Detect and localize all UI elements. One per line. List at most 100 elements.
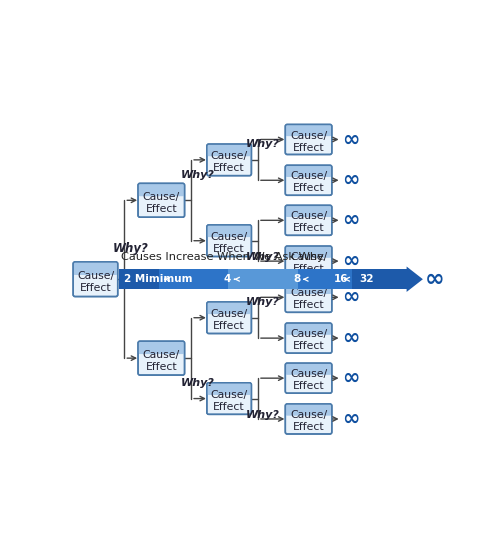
FancyBboxPatch shape — [286, 363, 332, 393]
Text: Cause/
Effect: Cause/ Effect — [143, 192, 180, 214]
Text: Cause/
Effect: Cause/ Effect — [290, 369, 327, 392]
Bar — [210, 305, 248, 312]
FancyBboxPatch shape — [286, 364, 333, 394]
FancyBboxPatch shape — [138, 342, 185, 376]
Bar — [289, 326, 329, 333]
Bar — [289, 168, 329, 175]
Text: ∞: ∞ — [342, 287, 359, 307]
Text: Why?: Why? — [246, 296, 279, 307]
FancyBboxPatch shape — [286, 282, 332, 312]
FancyBboxPatch shape — [286, 247, 333, 277]
FancyBboxPatch shape — [286, 205, 332, 217]
Bar — [289, 127, 329, 134]
Text: Cause/
Effect: Cause/ Effect — [210, 390, 248, 412]
Text: 32: 32 — [359, 274, 374, 284]
Text: ∞: ∞ — [342, 251, 359, 271]
Text: Why?: Why? — [246, 252, 279, 262]
FancyBboxPatch shape — [207, 225, 252, 237]
Text: ∞: ∞ — [425, 267, 445, 291]
FancyBboxPatch shape — [286, 165, 332, 177]
FancyBboxPatch shape — [73, 262, 118, 296]
Text: Cause/
Effect: Cause/ Effect — [143, 350, 180, 371]
FancyBboxPatch shape — [208, 302, 252, 334]
Text: 2 Mimimum: 2 Mimimum — [124, 274, 192, 284]
Text: Cause/
Effect: Cause/ Effect — [210, 309, 248, 331]
FancyBboxPatch shape — [286, 124, 332, 154]
Bar — [289, 366, 329, 373]
Bar — [289, 285, 329, 292]
Text: ∞: ∞ — [342, 409, 359, 429]
Text: Cause/
Effect: Cause/ Effect — [77, 270, 114, 293]
FancyBboxPatch shape — [286, 246, 332, 258]
FancyBboxPatch shape — [286, 246, 332, 276]
Text: Why?: Why? — [180, 171, 214, 180]
Text: 4: 4 — [224, 274, 231, 284]
Bar — [298, 269, 352, 289]
FancyBboxPatch shape — [208, 383, 252, 415]
FancyBboxPatch shape — [138, 184, 184, 217]
FancyBboxPatch shape — [286, 404, 332, 415]
Bar — [289, 249, 329, 256]
Text: Cause/
Effect: Cause/ Effect — [290, 288, 327, 311]
FancyBboxPatch shape — [207, 144, 252, 175]
Bar — [228, 269, 298, 289]
Text: Why?: Why? — [246, 138, 279, 149]
FancyBboxPatch shape — [286, 405, 333, 434]
FancyBboxPatch shape — [286, 124, 332, 136]
Text: Cause/
Effect: Cause/ Effect — [290, 211, 327, 233]
Bar — [142, 344, 181, 352]
FancyBboxPatch shape — [208, 225, 252, 257]
Text: Why?: Why? — [246, 410, 279, 420]
Bar — [210, 228, 248, 235]
FancyBboxPatch shape — [286, 404, 332, 434]
Bar — [289, 407, 329, 414]
Text: ∞: ∞ — [342, 171, 359, 190]
Bar — [119, 269, 158, 289]
Bar — [210, 386, 248, 393]
Text: 8: 8 — [294, 274, 300, 284]
Bar — [142, 186, 181, 194]
FancyBboxPatch shape — [138, 341, 184, 375]
Text: Why?: Why? — [180, 378, 214, 388]
Text: 16: 16 — [334, 274, 348, 284]
FancyBboxPatch shape — [138, 184, 185, 218]
Text: Why?: Why? — [112, 242, 148, 255]
Polygon shape — [406, 267, 423, 292]
Bar — [158, 269, 228, 289]
Text: ∞: ∞ — [342, 129, 359, 149]
Text: Causes Increase When We Ask Why.: Causes Increase When We Ask Why. — [121, 252, 326, 262]
FancyBboxPatch shape — [73, 262, 118, 275]
FancyBboxPatch shape — [207, 302, 252, 333]
Text: Cause/
Effect: Cause/ Effect — [210, 151, 248, 173]
Text: Cause/
Effect: Cause/ Effect — [290, 130, 327, 153]
Text: Cause/
Effect: Cause/ Effect — [290, 329, 327, 351]
FancyBboxPatch shape — [286, 323, 332, 353]
FancyBboxPatch shape — [286, 165, 332, 195]
FancyBboxPatch shape — [286, 206, 333, 236]
Text: Cause/
Effect: Cause/ Effect — [290, 172, 327, 193]
FancyBboxPatch shape — [286, 363, 332, 375]
Bar — [352, 269, 406, 289]
Text: ∞: ∞ — [342, 368, 359, 388]
FancyBboxPatch shape — [138, 184, 184, 196]
FancyBboxPatch shape — [286, 324, 333, 353]
Text: Cause/
Effect: Cause/ Effect — [290, 410, 327, 432]
Text: ∞: ∞ — [342, 210, 359, 230]
Bar — [289, 208, 329, 215]
Text: Cause/
Effect: Cause/ Effect — [290, 252, 327, 274]
FancyBboxPatch shape — [286, 283, 333, 313]
Text: ∞: ∞ — [342, 328, 359, 348]
FancyBboxPatch shape — [138, 341, 184, 354]
Bar — [210, 147, 248, 154]
FancyBboxPatch shape — [286, 166, 333, 196]
FancyBboxPatch shape — [286, 125, 333, 155]
FancyBboxPatch shape — [207, 383, 252, 395]
Text: Cause/
Effect: Cause/ Effect — [210, 232, 248, 254]
FancyBboxPatch shape — [207, 383, 252, 414]
FancyBboxPatch shape — [286, 323, 332, 335]
FancyBboxPatch shape — [207, 302, 252, 314]
FancyBboxPatch shape — [207, 225, 252, 256]
FancyBboxPatch shape — [286, 205, 332, 235]
FancyBboxPatch shape — [74, 262, 118, 297]
FancyBboxPatch shape — [286, 282, 332, 294]
